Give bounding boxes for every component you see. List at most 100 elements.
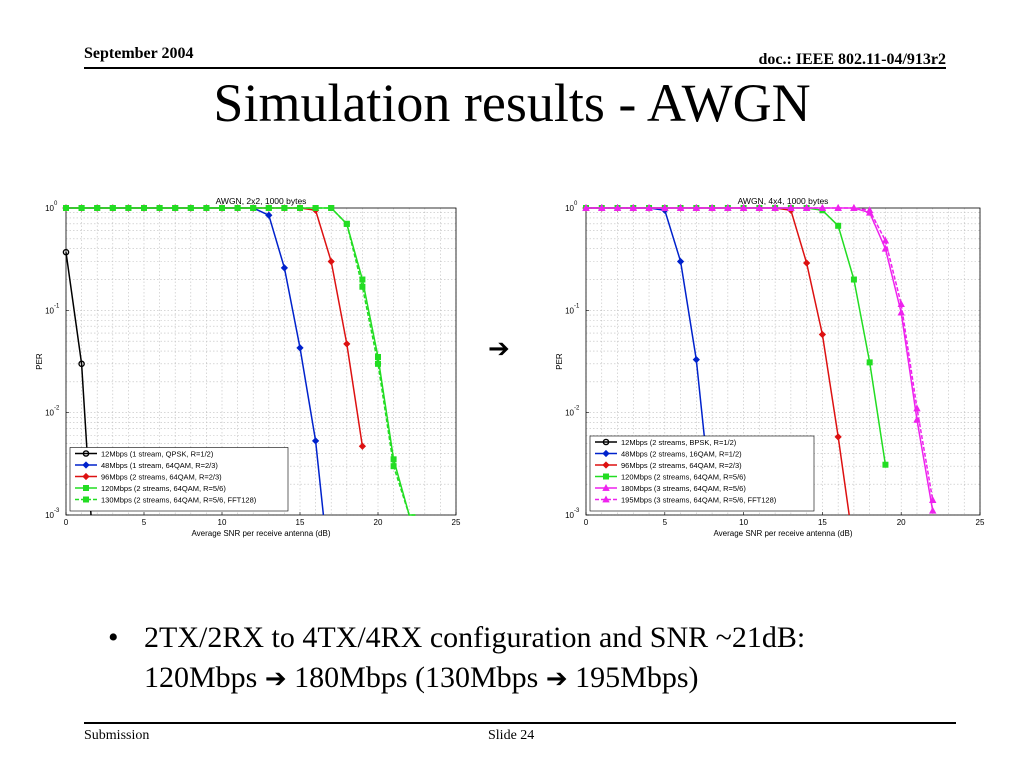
legend-marker <box>603 473 610 480</box>
legend-marker <box>602 495 610 503</box>
chart-title: AWGN, 2x2, 1000 bytes <box>216 196 307 206</box>
data-point <box>218 204 225 211</box>
chart-title: AWGN, 4x4, 1000 bytes <box>738 196 829 206</box>
header-doc-id: doc.: IEEE 802.11-04/913r2 <box>758 51 946 68</box>
data-point <box>913 404 921 412</box>
legend-entry: 120Mbps (2 streams, 64QAM, R=5/6) <box>621 473 746 482</box>
y-tick-label: 10 <box>45 204 54 213</box>
y-axis-label: PER <box>555 353 564 370</box>
data-point <box>613 203 622 211</box>
data-point <box>582 203 590 211</box>
data-point <box>390 463 397 470</box>
y-tick-label: 10 <box>565 204 574 213</box>
legend: 12Mbps (2 streams, BPSK, R=1/2) 48Mbps (2… <box>589 435 815 512</box>
data-point <box>866 359 873 366</box>
data-point <box>63 204 70 211</box>
data-point <box>78 360 85 368</box>
y-tick-label: 10 <box>45 409 54 418</box>
data-point <box>78 204 85 211</box>
y-tick-exponent: -3 <box>54 508 60 514</box>
data-point <box>755 203 764 211</box>
data-point <box>343 340 351 348</box>
data-point <box>803 259 811 267</box>
data-point <box>203 204 210 211</box>
x-axis-label: Average SNR per receive antenna (dB) <box>191 529 330 538</box>
bullet-rate-a: 120Mbps <box>144 661 258 694</box>
data-point <box>281 204 288 211</box>
legend-marker <box>602 483 610 491</box>
header-rule <box>84 67 946 69</box>
data-point <box>865 206 874 214</box>
data-point <box>929 496 937 503</box>
data-point <box>343 220 350 227</box>
data-point <box>358 442 367 450</box>
data-point <box>296 204 303 211</box>
bullet-line-2: 120Mbps ➔ 180Mbps (130Mbps ➔ 195Mbps) <box>144 658 1024 699</box>
x-tick-label: 10 <box>739 518 748 527</box>
data-point <box>834 433 842 441</box>
legend-marker <box>82 472 90 481</box>
data-point <box>156 204 163 211</box>
footer-submission: Submission <box>84 728 150 743</box>
legend-box <box>69 447 289 512</box>
x-tick-label: 20 <box>897 518 906 527</box>
legend-entry: 195Mbps (3 streams, 64QAM, R=5/6, FFT128… <box>621 496 777 505</box>
data-point <box>708 203 716 211</box>
x-tick-label: 15 <box>296 518 305 527</box>
data-point <box>265 211 273 219</box>
data-point <box>882 461 889 468</box>
data-point <box>692 355 700 364</box>
y-tick-exponent: -2 <box>574 406 580 412</box>
legend-entry: 12Mbps (1 stream, QPSK, R=1/2) <box>101 450 214 459</box>
data-point <box>374 360 381 367</box>
legend-marker <box>602 461 610 469</box>
data-point <box>676 203 685 211</box>
y-tick-label: 10 <box>565 409 574 418</box>
data-point <box>818 330 827 339</box>
data-point <box>62 248 70 256</box>
data-point <box>897 300 905 308</box>
series-5 <box>582 203 937 503</box>
data-point <box>250 204 257 211</box>
bullet-rate-c: 195Mbps) <box>575 661 699 694</box>
header-date: September 2004 <box>84 45 194 62</box>
data-point <box>834 203 842 211</box>
x-tick-label: 25 <box>976 518 985 527</box>
data-point <box>739 203 748 211</box>
series-4 <box>63 204 416 516</box>
data-point <box>692 203 701 211</box>
legend-entry: 96Mbps (2 streams, 64QAM, R=2/3) <box>621 461 742 470</box>
x-tick-label: 25 <box>452 518 461 527</box>
legend-entry: 180Mbps (3 streams, 64QAM, R=5/6) <box>621 484 746 493</box>
y-tick-exponent: 0 <box>54 201 58 207</box>
bullet-line-1: 2TX/2RX to 4TX/4RX configuration and SNR… <box>144 621 806 654</box>
legend: 12Mbps (1 stream, QPSK, R=1/2) 48Mbps (1 … <box>69 447 289 512</box>
series-line <box>586 207 934 501</box>
right-arrow-icon: ➔ <box>488 334 510 364</box>
data-point <box>312 204 319 211</box>
data-point <box>311 437 320 445</box>
y-tick-exponent: -3 <box>574 508 580 514</box>
data-point <box>787 203 795 211</box>
data-point <box>234 204 241 211</box>
y-tick-exponent: 0 <box>574 201 578 207</box>
data-point <box>661 203 669 211</box>
data-point <box>818 203 827 211</box>
x-tick-label: 5 <box>142 518 147 527</box>
data-point <box>327 257 335 266</box>
right-arrow-icon: ➔ <box>264 664 287 694</box>
data-point <box>172 204 179 211</box>
x-tick-label: 10 <box>218 518 227 527</box>
legend-entry: 48Mbps (2 streams, 16QAM, R=1/2) <box>621 450 742 459</box>
x-tick-label: 0 <box>584 518 589 527</box>
bullet-text: 2TX/2RX to 4TX/4RX configuration and SNR… <box>144 618 1024 699</box>
legend-marker <box>82 461 90 469</box>
x-axis-label: Average SNR per receive antenna (dB) <box>713 529 852 538</box>
data-point <box>125 204 132 211</box>
data-point <box>141 204 148 211</box>
data-point <box>835 222 842 229</box>
data-point <box>629 203 637 211</box>
legend-entry: 48Mbps (1 stream, 64QAM, R=2/3) <box>101 461 218 470</box>
data-point <box>771 203 779 211</box>
legend-entry: 120Mbps (2 streams, 64QAM, R=5/6) <box>101 484 226 493</box>
